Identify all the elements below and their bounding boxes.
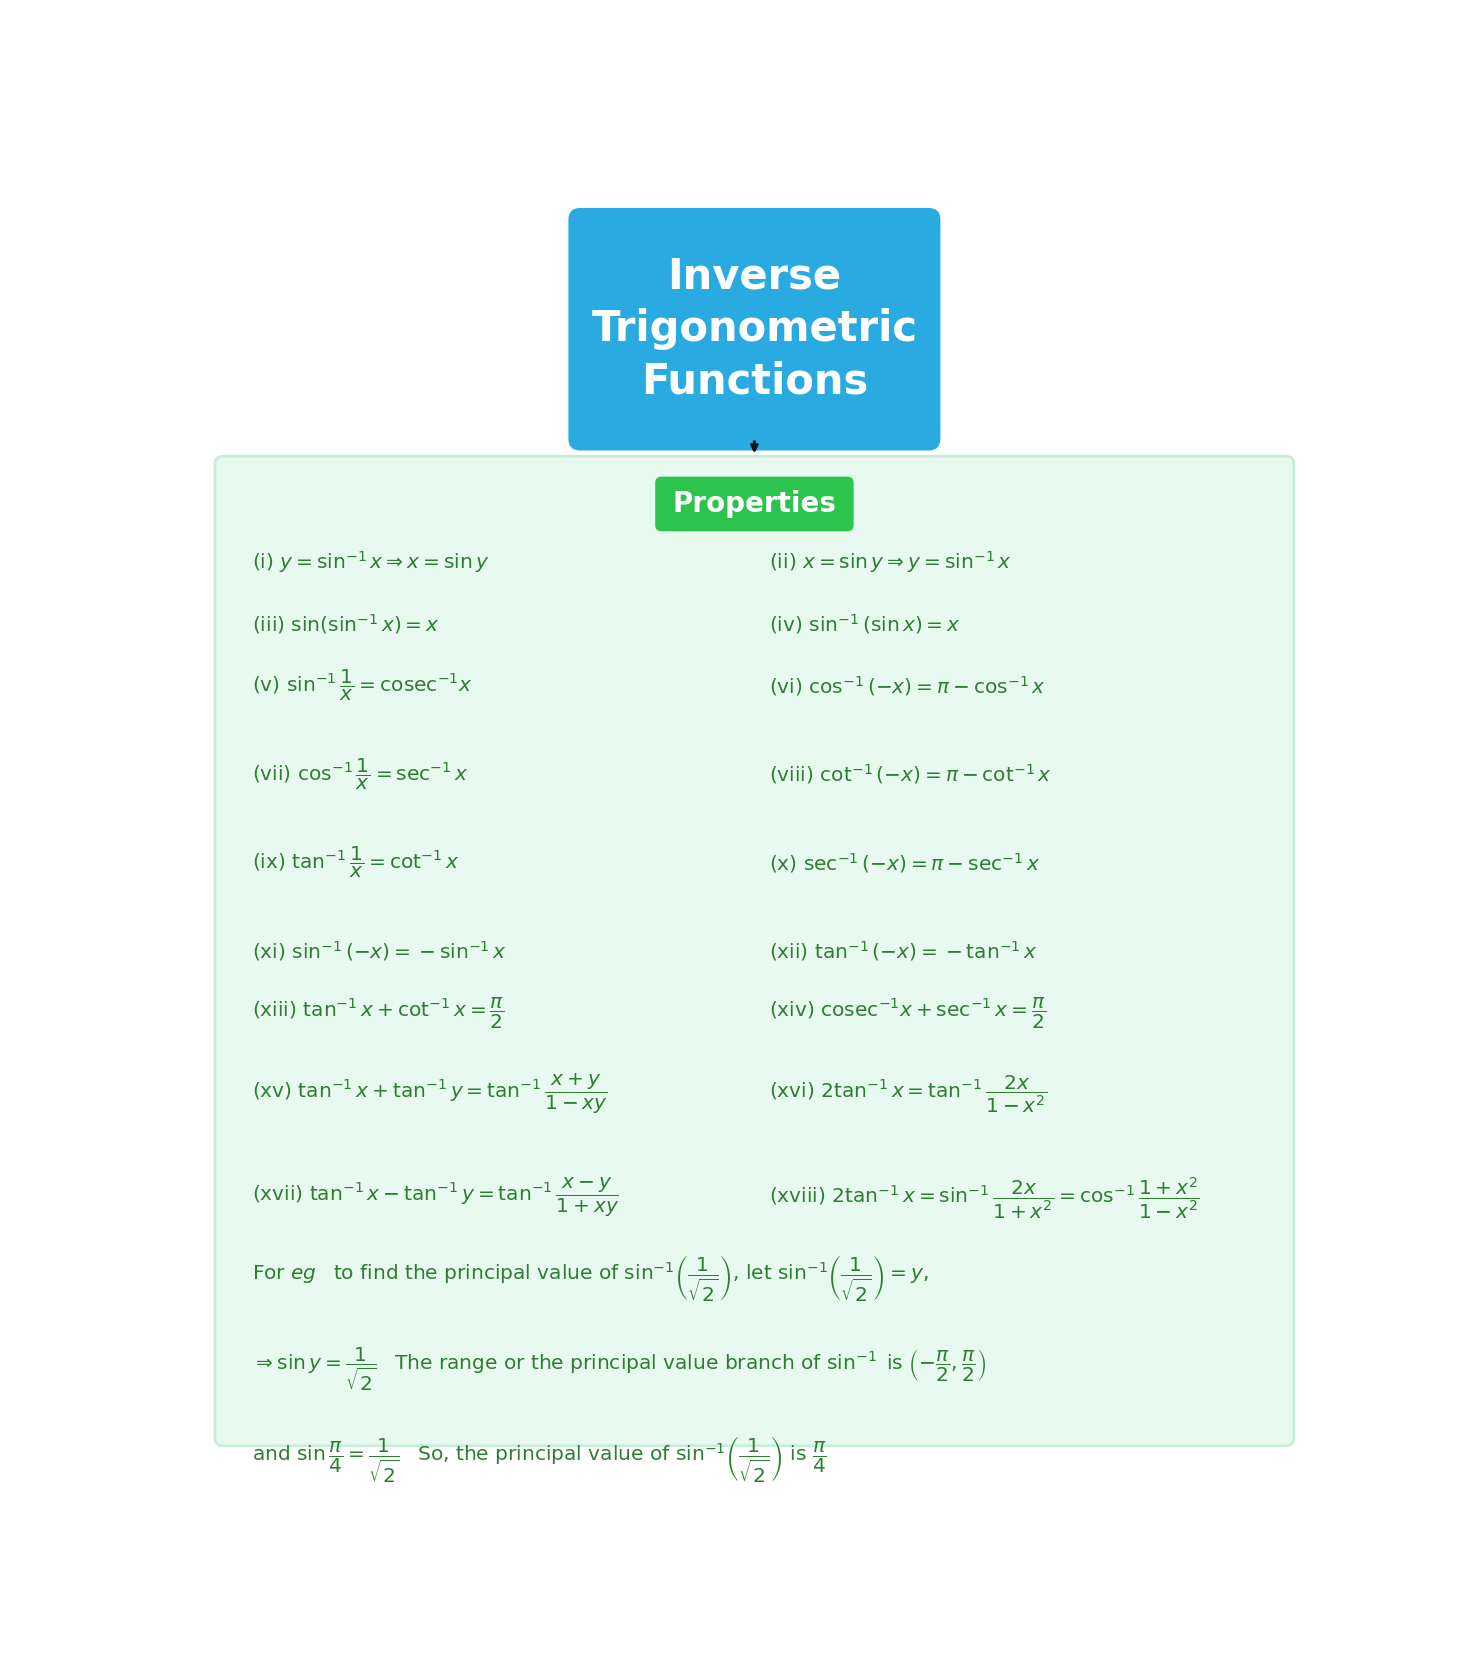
Text: $\Rightarrow \sin y = \dfrac{1}{\sqrt{2}}\;\;$ The range or the principal value : $\Rightarrow \sin y = \dfrac{1}{\sqrt{2}… xyxy=(252,1345,986,1394)
Text: (ix) $\tan^{-1}\dfrac{1}{x} =\cot^{-1}x$: (ix) $\tan^{-1}\dfrac{1}{x} =\cot^{-1}x$ xyxy=(252,844,459,881)
Text: (i) $y = \sin^{-1}x \Rightarrow x = \sin y$: (i) $y = \sin^{-1}x \Rightarrow x = \sin… xyxy=(252,549,490,576)
Text: (xvii) $\tan^{-1}x - \tan^{-1}y = \tan^{-1}\dfrac{x-y}{1+xy}$: (xvii) $\tan^{-1}x - \tan^{-1}y = \tan^{… xyxy=(252,1176,620,1219)
Text: Trigonometric: Trigonometric xyxy=(592,309,917,350)
FancyBboxPatch shape xyxy=(568,207,941,451)
Text: (v) $\sin^{-1}\dfrac{1}{x} =\mathrm{cosec}^{-1}x$: (v) $\sin^{-1}\dfrac{1}{x} =\mathrm{cose… xyxy=(252,669,473,703)
Text: For $eg\;\;$ to find the principal value of $\sin^{-1}\!\left(\dfrac{1}{\sqrt{2}: For $eg\;\;$ to find the principal value… xyxy=(252,1254,929,1304)
Text: (ii) $x = \sin y \Rightarrow y = \sin^{-1}x$: (ii) $x = \sin y \Rightarrow y = \sin^{-… xyxy=(770,549,1013,576)
Text: (viii) $\cot^{-1}(-x) = \pi - \cot^{-1}x$: (viii) $\cot^{-1}(-x) = \pi - \cot^{-1}x… xyxy=(770,763,1052,786)
Text: Functions: Functions xyxy=(640,360,868,403)
Text: (vi) $\cos^{-1}(-x) = \pi - \cos^{-1}x$: (vi) $\cos^{-1}(-x) = \pi - \cos^{-1}x$ xyxy=(770,674,1047,698)
Text: (iii) $\sin(\sin^{-1}x) = x$: (iii) $\sin(\sin^{-1}x) = x$ xyxy=(252,612,440,635)
Text: (vii) $\cos^{-1}\dfrac{1}{x} =\sec^{-1}x$: (vii) $\cos^{-1}\dfrac{1}{x} =\sec^{-1}x… xyxy=(252,757,470,791)
Text: (xii) $\tan^{-1}(-x) = - \tan^{-1}x$: (xii) $\tan^{-1}(-x) = - \tan^{-1}x$ xyxy=(770,939,1038,964)
Text: (iv) $\sin^{-1}(\sin x) = x$: (iv) $\sin^{-1}(\sin x) = x$ xyxy=(770,612,961,635)
FancyBboxPatch shape xyxy=(215,456,1294,1445)
FancyBboxPatch shape xyxy=(655,476,854,531)
Text: (xviii) $2\tan^{-1}x=\sin^{-1}\dfrac{2x}{1+x^2}=\cos^{-1}\dfrac{1+x^2}{1-x^2}$: (xviii) $2\tan^{-1}x=\sin^{-1}\dfrac{2x}… xyxy=(770,1175,1200,1221)
Text: Inverse: Inverse xyxy=(667,255,842,299)
Text: and $\sin\dfrac{\pi}{4} = \dfrac{1}{\sqrt{2}}\;\;$ So, the principal value of $\: and $\sin\dfrac{\pi}{4} = \dfrac{1}{\sqr… xyxy=(252,1435,827,1485)
Text: (x) $\sec^{-1}(-x) = \pi - \sec^{-1}x$: (x) $\sec^{-1}(-x) = \pi - \sec^{-1}x$ xyxy=(770,851,1041,874)
Text: (xi) $\sin^{-1}(-x) = -\sin^{-1}x$: (xi) $\sin^{-1}(-x) = -\sin^{-1}x$ xyxy=(252,939,506,964)
Text: (xiii) $\tan^{-1}x + \cot^{-1}x =\dfrac{\pi}{2}$: (xiii) $\tan^{-1}x + \cot^{-1}x =\dfrac{… xyxy=(252,995,505,1030)
Text: (xvi) $2\tan^{-1}x = \tan^{-1}\dfrac{2x}{1-x^2}$: (xvi) $2\tan^{-1}x = \tan^{-1}\dfrac{2x}… xyxy=(770,1073,1048,1115)
Text: (xiv) $\mathrm{cosec}^{-1}x + \sec^{-1}x = \dfrac{\pi}{2}$: (xiv) $\mathrm{cosec}^{-1}x + \sec^{-1}x… xyxy=(770,995,1047,1030)
Text: (xv) $\tan^{-1}x + \tan^{-1}y = \tan^{-1}\dfrac{x+y}{1-xy}$: (xv) $\tan^{-1}x + \tan^{-1}y = \tan^{-1… xyxy=(252,1072,608,1117)
Text: Properties: Properties xyxy=(673,489,836,518)
